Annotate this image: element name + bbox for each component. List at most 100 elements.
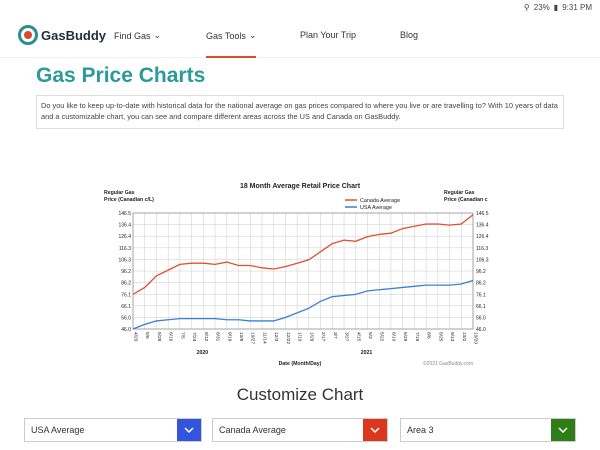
y-tick-label-right: 146.5	[476, 211, 489, 217]
x-tick-label: 12/22	[285, 332, 291, 344]
nav-find-gas[interactable]: Find Gas ⌄	[114, 30, 161, 41]
status-bar: ⚲ 23% ▮ 9:31 PM	[0, 0, 600, 14]
y-tick-label-right: 96.2	[476, 269, 486, 275]
y-axis-label-right: Price (Canadian c	[444, 197, 488, 203]
y-tick-label-left: 46.0	[121, 327, 131, 333]
x-tick-label: 7/18	[414, 332, 420, 342]
price-chart: 18 Month Average Retail Price Chart Regul…	[100, 178, 500, 378]
area3-select[interactable]: Area 3	[400, 418, 576, 442]
x-tick-label: 8/25	[437, 332, 443, 342]
gasbuddy-logo-icon	[18, 25, 38, 45]
x-axis-label: Date (Month/Day)	[279, 361, 322, 367]
chart-title: 18 Month Average Retail Price Chart	[240, 183, 361, 190]
x-tick-label: 1/29	[308, 332, 314, 342]
area2-value: Canada Average	[219, 425, 286, 435]
x-tick-label: 4/20	[133, 332, 139, 342]
series-line-0	[132, 214, 474, 295]
battery-icon: ▮	[553, 2, 559, 12]
battery-text: 23%	[533, 2, 550, 12]
x-tick-label: 9/13	[449, 332, 455, 342]
y-axis-label-left: Regular Gas	[104, 190, 135, 196]
y-axis-label-left: Price (Canadian c/L)	[104, 197, 154, 203]
x-tick-label: 3/27	[344, 332, 350, 342]
y-tick-label-left: 106.3	[118, 257, 131, 263]
y-tick-label-left: 136.4	[118, 223, 131, 229]
y-tick-label-right: 126.4	[476, 234, 489, 240]
y-tick-label-left: 116.3	[119, 246, 131, 252]
nav-label: Gas Tools	[206, 30, 246, 41]
series-line-1	[132, 279, 474, 330]
x-tick-label: 8/6	[426, 332, 432, 339]
nav-blog[interactable]: Blog	[400, 30, 418, 40]
x-tick-label: 10/2	[461, 332, 467, 342]
x-tick-label: 5/3	[367, 332, 373, 339]
x-tick-label: 5/22	[379, 332, 385, 342]
y-axis-label-right: Regular Gas	[444, 190, 475, 196]
chevron-down-icon: ⌄	[248, 30, 257, 40]
area1-select[interactable]: USA Average	[24, 418, 202, 442]
x-tick-label: 4/15	[355, 332, 361, 342]
chevron-down-icon[interactable]	[363, 419, 387, 441]
x-tick-label: 10/27	[250, 332, 256, 344]
area1-value: USA Average	[31, 425, 85, 435]
y-tick-label-left: 76.1	[121, 292, 131, 298]
active-tab-indicator	[206, 56, 256, 58]
area3-value: Area 3	[407, 425, 434, 435]
x-tick-label: 1/10	[297, 332, 303, 342]
x-tick-label: 9/19	[226, 332, 232, 342]
x-tick-label: 2/17	[320, 332, 326, 342]
y-tick-label-right: 66.1	[476, 304, 486, 310]
wifi-icon: ⚲	[523, 2, 530, 12]
y-tick-label-right: 56.0	[476, 315, 486, 321]
nav-plan-your-trip[interactable]: Plan Your Trip	[300, 30, 356, 40]
nav-label: Blog	[400, 30, 419, 40]
logo[interactable]: GasBuddy	[18, 25, 106, 45]
x-tick-label: 5/6	[144, 332, 150, 339]
x-tick-label: 3/7	[332, 332, 338, 339]
chart-credit: ©2021 GasBuddy.com	[423, 360, 473, 367]
customize-heading: Customize Chart	[236, 385, 364, 404]
x-tick-label: 10/20	[473, 332, 479, 344]
clock: 9:31 PM	[562, 2, 592, 12]
legend-label: USA Average	[360, 205, 392, 211]
area2-select[interactable]: Canada Average	[212, 418, 388, 442]
x-tick-label: 6/16	[168, 332, 174, 342]
intro-text: Do you like to keep up-to-date with hist…	[36, 95, 564, 129]
y-tick-label-left: 96.2	[121, 269, 131, 275]
nav-label: Plan Your Trip	[300, 30, 357, 40]
plot-border	[132, 212, 474, 330]
year-label: 2020	[197, 350, 209, 356]
y-tick-label-right: 136.4	[476, 223, 489, 229]
page-title: Gas Price Charts	[36, 64, 206, 87]
y-tick-label-right: 76.1	[476, 292, 486, 298]
legend-label: Canada Average	[360, 198, 400, 204]
x-tick-label: 5/28	[156, 332, 162, 342]
chart-background	[100, 178, 500, 378]
chevron-down-icon: ⌄	[153, 30, 162, 40]
y-tick-label-left: 86.2	[121, 281, 131, 287]
x-tick-label: 12/3	[273, 332, 279, 342]
y-tick-label-left: 146.5	[118, 211, 131, 217]
y-tick-label-right: 46.0	[476, 327, 486, 333]
nav-gas-tools[interactable]: Gas Tools ⌄	[206, 30, 256, 41]
y-tick-label-left: 126.4	[118, 234, 131, 240]
chevron-down-icon[interactable]	[177, 419, 201, 441]
x-tick-label: 7/24	[191, 332, 197, 342]
chevron-down-icon[interactable]	[551, 419, 575, 441]
x-tick-label: 11/14	[261, 332, 267, 344]
price-chart-svg: 18 Month Average Retail Price Chart Regul…	[100, 178, 500, 378]
x-tick-label: 8/12	[203, 332, 209, 342]
x-tick-label: 10/8	[238, 332, 244, 342]
y-tick-label-right: 116.3	[476, 246, 488, 252]
y-tick-label-right: 86.2	[476, 281, 486, 287]
y-tick-label-right: 106.3	[476, 257, 489, 263]
year-label: 2021	[361, 350, 373, 356]
x-tick-label: 7/5	[179, 332, 185, 339]
x-tick-label: 8/31	[215, 332, 221, 342]
y-tick-label-left: 66.1	[121, 304, 131, 310]
x-tick-label: 6/10	[390, 332, 396, 342]
y-tick-label-left: 56.0	[121, 315, 131, 321]
nav-label: Find Gas	[114, 30, 151, 41]
x-tick-label: 6/29	[402, 332, 408, 342]
logo-text: GasBuddy	[41, 27, 107, 43]
